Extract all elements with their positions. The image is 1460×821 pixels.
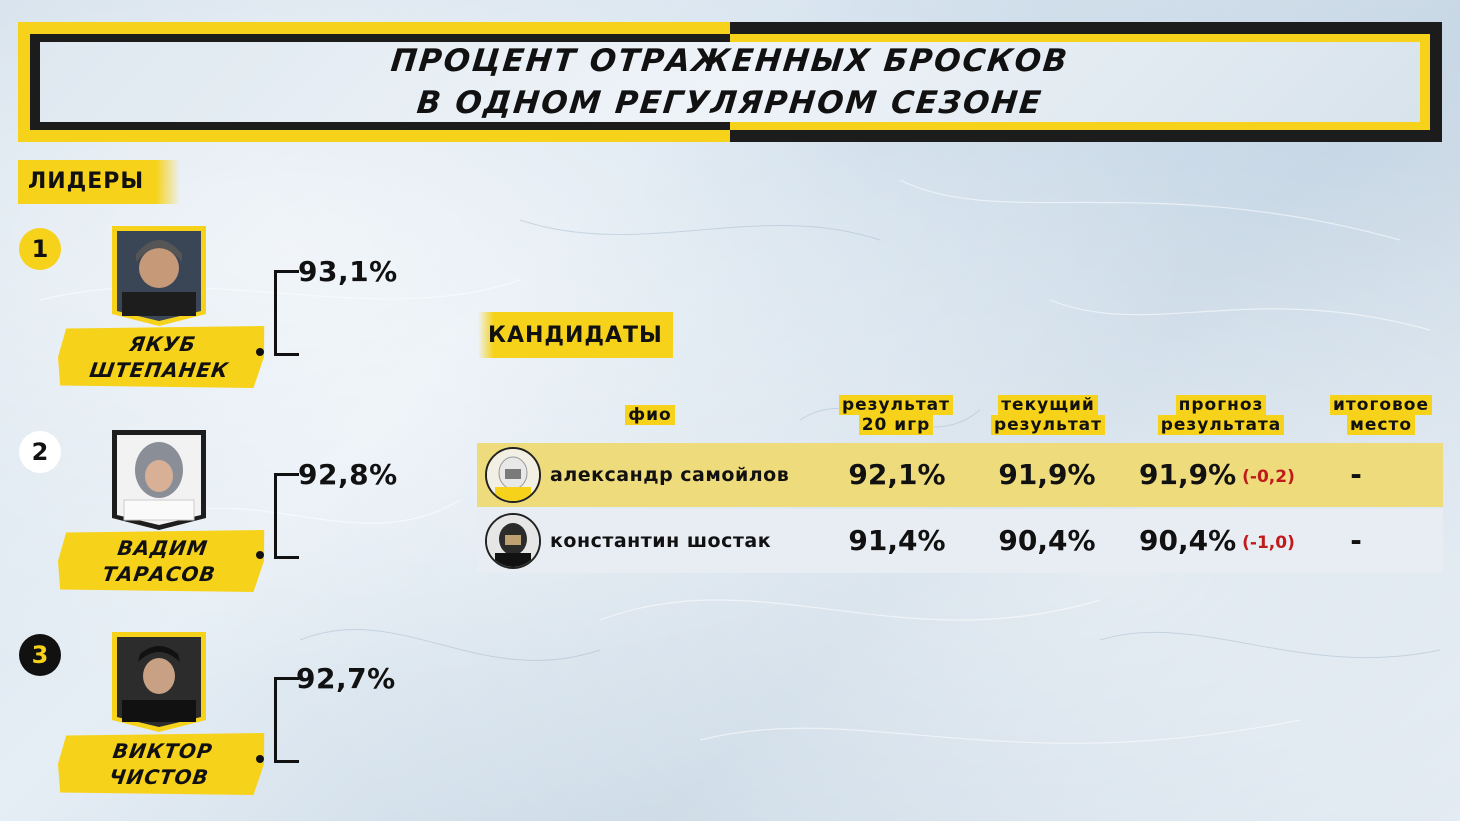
player-photo-3 xyxy=(112,632,206,732)
player-nameplate-1: якуб штепанек xyxy=(54,326,269,388)
title-line-1: процент отраженных бросков xyxy=(389,43,1071,79)
connector-3 xyxy=(274,677,299,763)
header-result20: результат 20 игр xyxy=(820,395,972,435)
header-forecast: прогноз результата xyxy=(1132,395,1310,435)
player-last-name: тарасов xyxy=(100,562,218,586)
table-row: константин шостак 91,4% 90,4% 90,4% (-1,0… xyxy=(477,509,1443,573)
header-current: текущий результат xyxy=(972,395,1124,435)
forecast-value: 91,9% xyxy=(1139,458,1237,491)
header-name: фио xyxy=(600,405,700,425)
rank-badge-1: 1 xyxy=(19,228,61,270)
place-value: - xyxy=(1350,524,1362,557)
connector-dot-3 xyxy=(256,755,264,763)
result20-value: 91,4% xyxy=(848,524,946,557)
forecast-delta: (-0,2) xyxy=(1242,467,1295,487)
current-value: 90,4% xyxy=(998,524,1096,557)
result20-value: 92,1% xyxy=(848,458,946,491)
leader-pct-2: 92,8% xyxy=(298,458,398,491)
candidates-label: КАНДИДАТЫ xyxy=(478,312,673,358)
connector-dot-1 xyxy=(256,348,264,356)
player-first-name: виктор xyxy=(111,739,215,763)
player-last-name: чистов xyxy=(107,765,211,789)
player-last-name: штепанек xyxy=(87,358,231,382)
leader-pct-3: 92,7% xyxy=(296,662,396,695)
connector-1 xyxy=(274,270,299,356)
avatar xyxy=(485,447,541,503)
leaders-label: ЛИДЕРЫ xyxy=(18,160,181,204)
forecast-cell: 90,4% (-1,0) xyxy=(1129,509,1329,575)
current-value: 91,9% xyxy=(998,458,1096,491)
forecast-cell: 91,9% (-0,2) xyxy=(1129,443,1329,509)
forecast-value: 90,4% xyxy=(1139,524,1237,557)
place-value: - xyxy=(1350,458,1362,491)
header-place: итоговое место xyxy=(1316,395,1446,435)
avatar xyxy=(485,513,541,569)
leader-pct-1: 93,1% xyxy=(298,255,398,288)
player-nameplate-2: вадим тарасов xyxy=(54,530,269,592)
candidate-name: александр самойлов xyxy=(550,464,790,486)
connector-2 xyxy=(274,473,299,559)
table-row: александр самойлов 92,1% 91,9% 91,9% (-0,… xyxy=(477,443,1443,507)
connector-dot-2 xyxy=(256,551,264,559)
player-first-name: вадим xyxy=(116,536,210,560)
rank-badge-3: 3 xyxy=(19,634,61,676)
title-banner: процент отраженных бросков в одном регул… xyxy=(18,22,1442,142)
candidate-name: константин шостак xyxy=(550,530,772,552)
player-photo-1 xyxy=(112,226,206,326)
player-nameplate-3: виктор чистов xyxy=(54,733,269,795)
forecast-delta: (-1,0) xyxy=(1242,533,1295,553)
title-line-2: в одном регулярном сезоне xyxy=(415,85,1045,121)
rank-badge-2: 2 xyxy=(19,431,61,473)
player-first-name: якуб xyxy=(127,332,198,356)
player-photo-2 xyxy=(112,430,206,530)
